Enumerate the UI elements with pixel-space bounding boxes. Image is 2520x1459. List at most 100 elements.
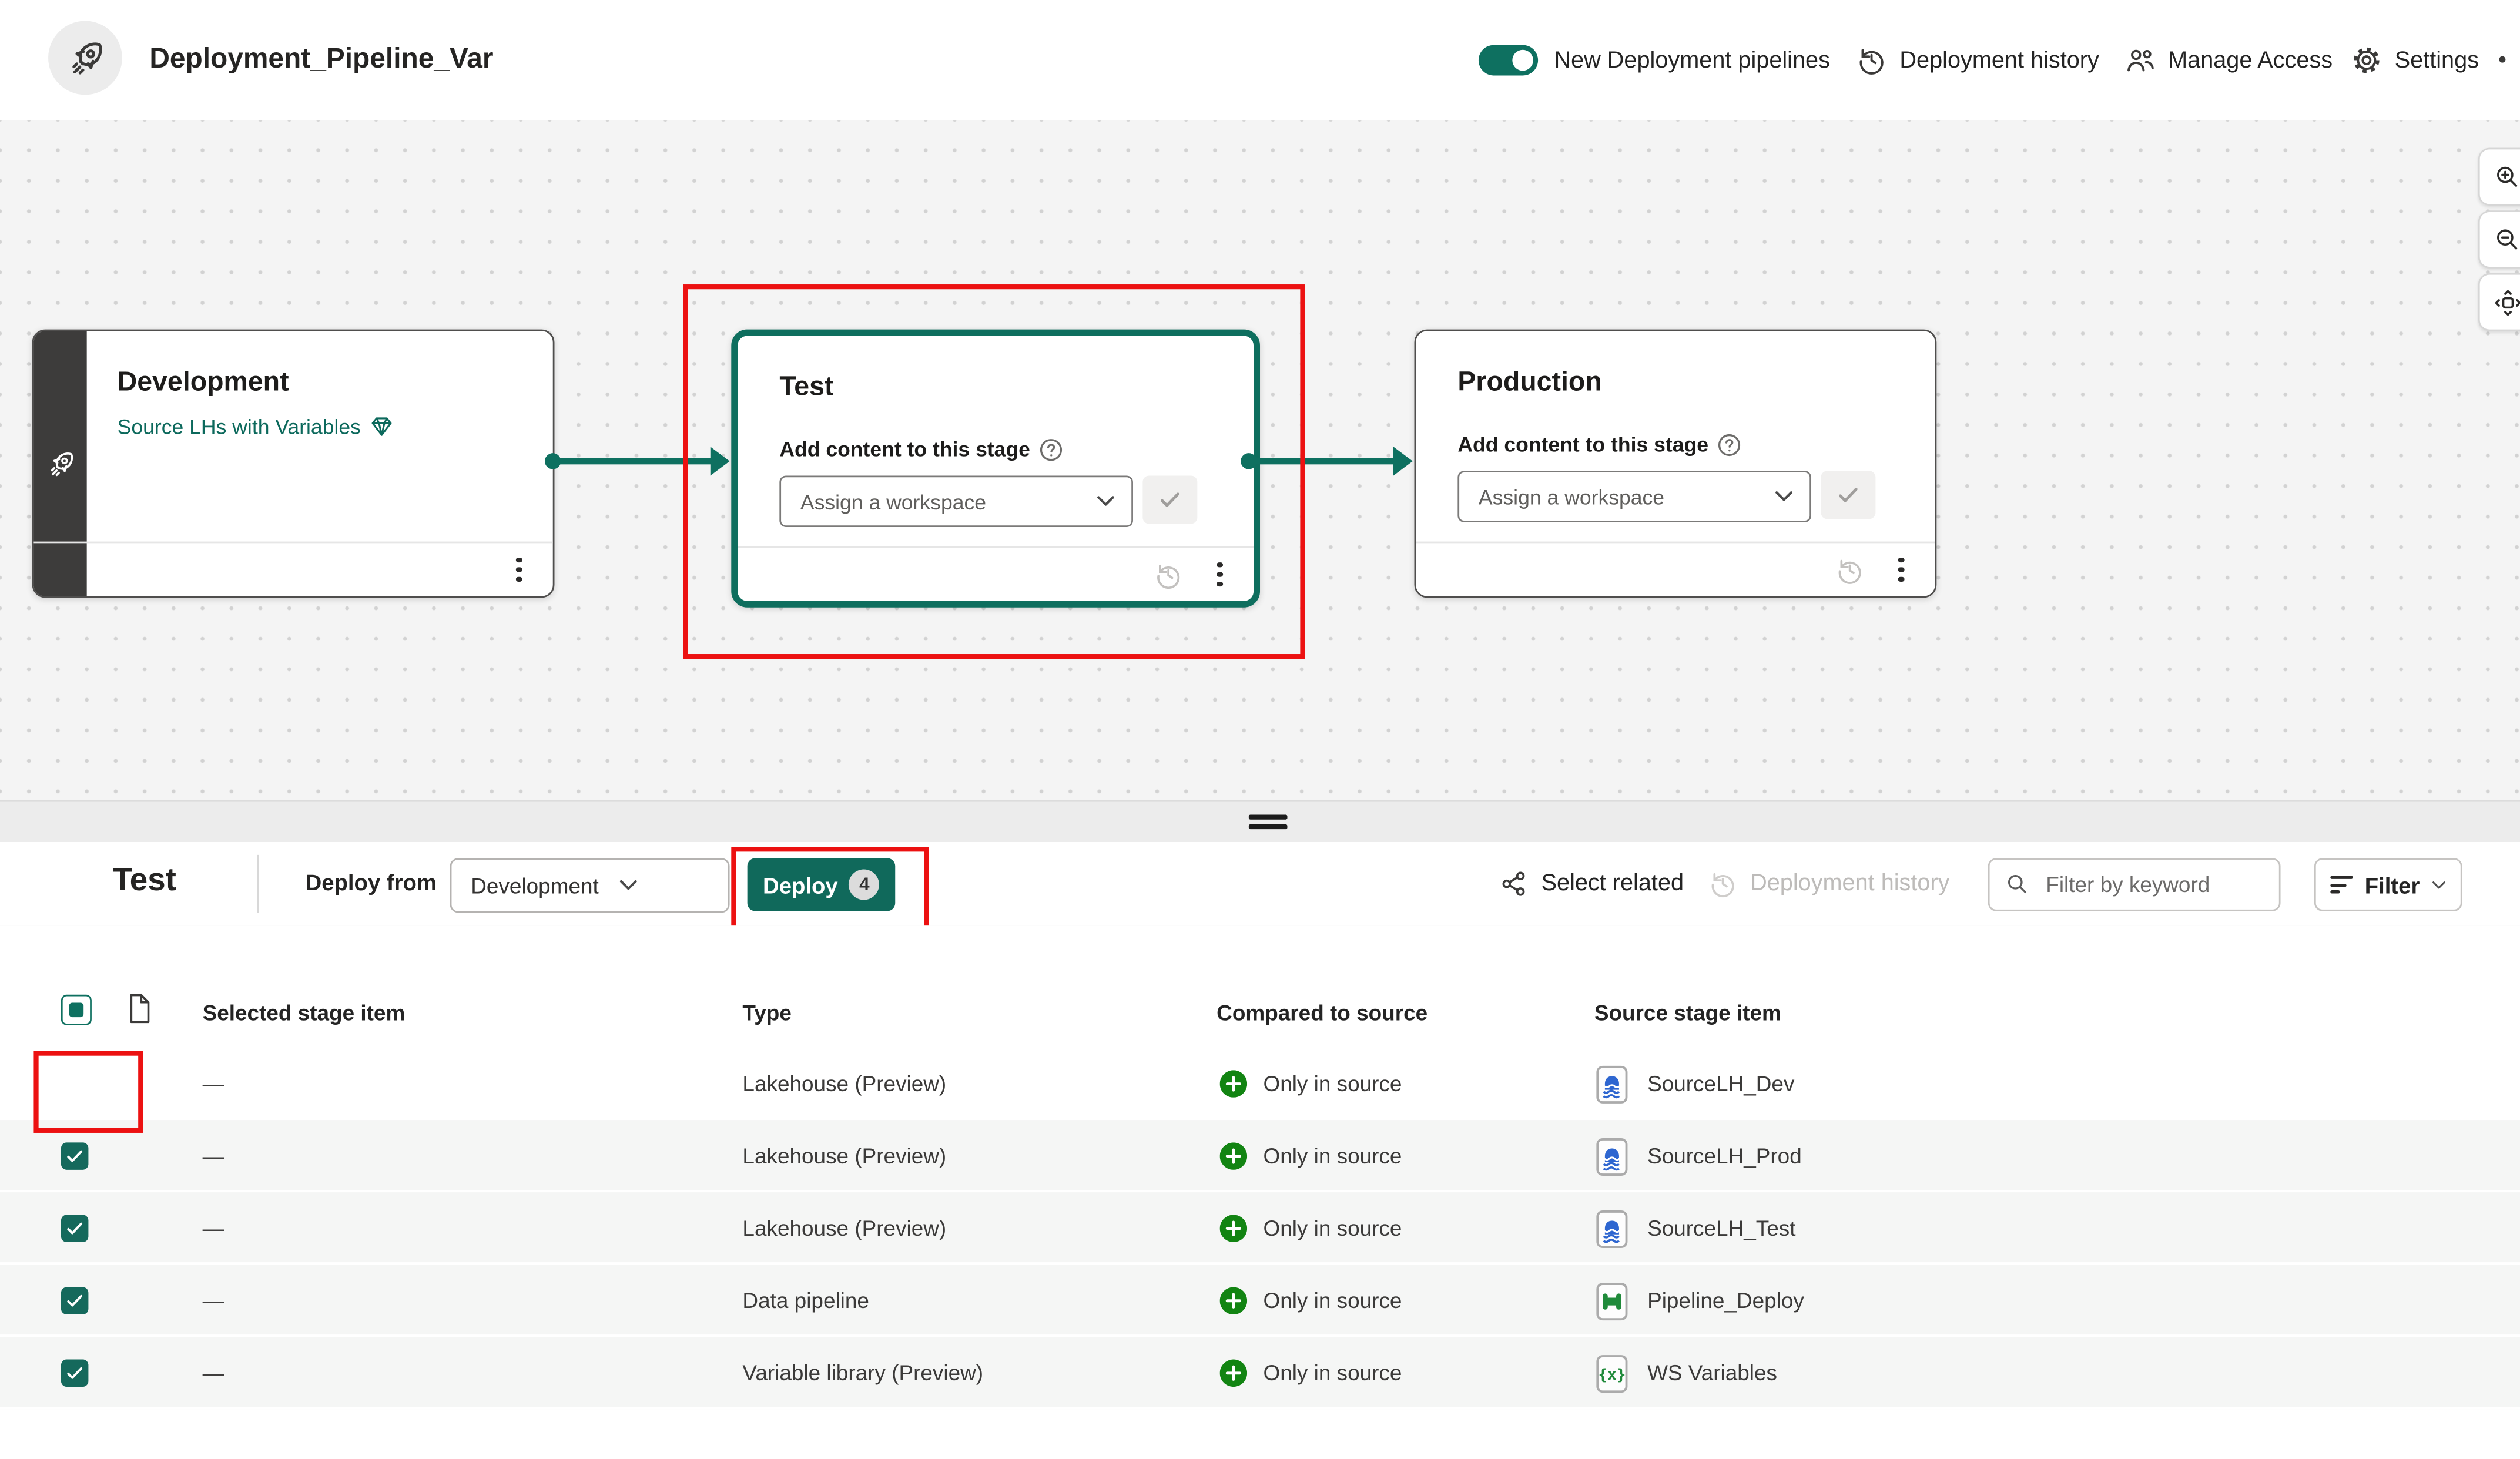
source-text: WS Variables <box>1647 1361 1777 1386</box>
zoom-out-button[interactable] <box>2478 210 2520 269</box>
workspace-link[interactable]: Source LHs with Variables <box>118 415 393 439</box>
selected-stage-title: Test <box>112 863 176 898</box>
history-icon <box>1708 869 1737 898</box>
cell-source-item: Pipeline_Deploy <box>1596 1265 1804 1337</box>
item-type-column-icon[interactable] <box>127 993 153 1025</box>
pipeline-avatar <box>48 21 122 95</box>
dropdown-placeholder: Assign a workspace <box>800 489 987 514</box>
column-header-type[interactable]: Type <box>742 1001 792 1025</box>
help-icon[interactable] <box>1718 433 1741 455</box>
compared-text: Only in source <box>1263 1289 1402 1313</box>
filter-button-label: Filter <box>2364 871 2420 898</box>
assign-workspace-dropdown[interactable]: Assign a workspace <box>1457 471 1812 522</box>
column-header-source[interactable]: Source stage item <box>1594 1001 1781 1025</box>
cell-stage-item: — <box>202 1289 224 1313</box>
column-header-stage-item[interactable]: Selected stage item <box>202 1001 406 1025</box>
cell-type: Lakehouse (Preview) <box>742 1144 947 1169</box>
rocket-icon <box>50 451 72 475</box>
stage-card-footer <box>738 546 1254 601</box>
check-icon <box>67 1222 83 1235</box>
column-header-compared[interactable]: Compared to source <box>1217 1001 1428 1025</box>
deploy-from-label: Deploy from <box>305 869 437 895</box>
history-icon <box>1857 45 1887 76</box>
canvas-zoom-controls <box>2478 147 2520 331</box>
chevron-down-icon <box>1096 495 1115 508</box>
stage-title: Production <box>1457 366 1602 397</box>
deploy-button[interactable]: Deploy 4 <box>747 858 896 911</box>
cell-type: Data pipeline <box>742 1289 869 1313</box>
cell-stage-item: — <box>202 1144 224 1169</box>
stage-card-development[interactable]: Development Source LHs with Variables <box>32 329 555 598</box>
gear-icon <box>2351 45 2382 76</box>
zoom-in-icon <box>2496 166 2516 186</box>
select-related-button[interactable]: Select related <box>1499 842 1684 925</box>
connector-dev-to-test <box>545 445 730 475</box>
assign-workspace-dropdown[interactable]: Assign a workspace <box>779 475 1133 527</box>
stage-title: Development <box>117 366 289 397</box>
stage-history-button[interactable] <box>1154 560 1183 589</box>
deployment-history-button[interactable]: Deployment history <box>1857 0 2099 120</box>
add-content-label: Add content to this stage <box>1457 432 1741 457</box>
help-icon[interactable] <box>1040 438 1063 460</box>
row-checkbox[interactable] <box>61 1142 89 1170</box>
deploy-from-value: Development <box>471 873 599 898</box>
stage-card-production[interactable]: Production Add content to this stage Ass… <box>1414 329 1937 598</box>
confirm-workspace-button[interactable] <box>1821 471 1876 519</box>
table-row: — Variable library (Preview) Only in sou… <box>0 1337 2520 1410</box>
filter-button[interactable]: Filter <box>2314 858 2462 911</box>
pipeline-icon <box>1596 1282 1628 1320</box>
only-in-source-icon <box>1220 1287 1247 1314</box>
compared-text: Only in source <box>1263 1144 1402 1169</box>
stage-card-test[interactable]: Test Add content to this stage Assign a … <box>731 329 1261 608</box>
table-row: — Lakehouse (Preview) Only in source Sou… <box>0 1192 2520 1265</box>
new-pipelines-toggle[interactable] <box>1478 45 1539 76</box>
row-checkbox[interactable] <box>61 1287 89 1314</box>
row-checkbox[interactable] <box>61 1215 89 1242</box>
only-in-source-icon <box>1220 1142 1247 1169</box>
toolbar-divider <box>257 854 259 913</box>
check-icon <box>67 1294 83 1307</box>
stage-card-footer <box>33 541 553 596</box>
stage-more-button[interactable] <box>1205 560 1234 589</box>
workspace-link-label: Source LHs with Variables <box>117 414 361 439</box>
cell-compared: Only in source <box>1220 1120 1402 1192</box>
search-input[interactable] <box>2042 871 2266 898</box>
zoom-in-button[interactable] <box>2478 147 2520 206</box>
cell-stage-item: — <box>202 1216 224 1241</box>
confirm-workspace-button[interactable] <box>1142 475 1198 524</box>
cell-source-item: WS Variables <box>1596 1337 1777 1409</box>
overflow-menu-dot[interactable] <box>2499 56 2506 63</box>
stage-card-footer <box>1416 541 1935 596</box>
select-all-checkbox[interactable] <box>61 994 92 1025</box>
chevron-down-icon <box>2431 880 2446 889</box>
cell-compared: Only in source <box>1220 1048 1402 1120</box>
stage-more-button[interactable] <box>1887 555 1916 584</box>
only-in-source-icon <box>1220 1070 1247 1097</box>
row-checkbox[interactable] <box>61 1359 89 1387</box>
source-text: SourceLH_Test <box>1647 1216 1796 1241</box>
lakehouse-icon <box>1596 1209 1628 1248</box>
deploy-from-dropdown[interactable]: Development <box>450 858 730 913</box>
source-text: Pipeline_Deploy <box>1647 1289 1804 1313</box>
check-icon <box>1157 487 1183 513</box>
cell-source-item: SourceLH_Dev <box>1596 1048 1794 1120</box>
stage-more-button[interactable] <box>505 555 534 584</box>
settings-button[interactable]: Settings <box>2351 0 2479 120</box>
only-in-source-icon <box>1220 1215 1247 1242</box>
cell-type: Variable library (Preview) <box>742 1361 984 1386</box>
check-icon <box>1835 482 1861 508</box>
source-text: SourceLH_Prod <box>1647 1144 1802 1169</box>
panel-splitter[interactable] <box>0 800 2520 846</box>
chevron-down-icon <box>1774 490 1794 503</box>
splitter-grip-icon[interactable] <box>1248 814 1288 830</box>
items-table-header: Selected stage item Type Compared to sou… <box>0 925 2520 1049</box>
pipeline-canvas[interactable]: Development Source LHs with Variables Te… <box>0 120 2520 800</box>
fit-to-view-button[interactable] <box>2478 273 2520 331</box>
toggle-knob <box>1512 49 1533 71</box>
stage-history-button[interactable] <box>1835 555 1864 584</box>
dropdown-placeholder: Assign a workspace <box>1478 484 1665 509</box>
manage-access-button[interactable]: Manage Access <box>2124 0 2333 120</box>
keyword-filter-box <box>1988 858 2281 911</box>
cell-compared: Only in source <box>1220 1265 1402 1337</box>
